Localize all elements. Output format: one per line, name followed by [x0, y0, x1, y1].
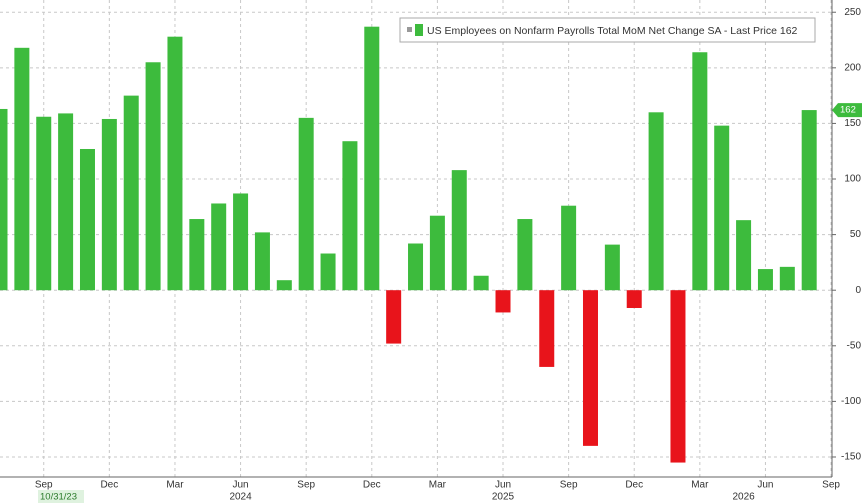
last-price-label: 162	[840, 105, 856, 116]
bar	[429, 215, 445, 291]
bar	[276, 280, 292, 291]
bar	[779, 266, 795, 291]
bar	[123, 95, 139, 291]
bar	[189, 219, 205, 291]
bar	[101, 118, 117, 291]
bar	[757, 269, 773, 291]
y-tick-label: -50	[847, 340, 862, 351]
x-tick-label: Mar	[429, 480, 447, 491]
bar	[648, 112, 664, 291]
bars	[0, 26, 817, 463]
x-tick-label: Jun	[233, 480, 249, 491]
bar	[0, 108, 8, 291]
bar	[692, 52, 708, 291]
legend: US Employees on Nonfarm Payrolls Total M…	[399, 17, 816, 43]
x-tick-label: Dec	[363, 480, 381, 491]
x-tick-label: Jun	[757, 480, 773, 491]
x-year-label: 2026	[732, 492, 755, 503]
bar	[451, 170, 467, 291]
x-year-label: 2024	[229, 492, 252, 503]
bar	[233, 193, 249, 291]
y-tick-label: -100	[841, 396, 861, 407]
x-tick-label: Sep	[35, 480, 53, 491]
x-tick-label: Jun	[495, 480, 511, 491]
bar	[495, 290, 511, 313]
bar	[36, 116, 52, 291]
y-tick-label: 100	[844, 174, 861, 185]
bar	[714, 125, 730, 291]
legend-toggle	[407, 27, 412, 32]
bar	[167, 36, 183, 291]
y-tick-label: 200	[844, 62, 861, 73]
x-year-label: 2025	[492, 492, 515, 503]
y-tick-label: 50	[850, 229, 862, 240]
x-tick-label: Sep	[560, 480, 578, 491]
x-tick-label: Sep	[822, 480, 840, 491]
bar	[58, 113, 74, 291]
x-tick-label: Mar	[691, 480, 709, 491]
bar	[211, 203, 227, 291]
bar	[582, 290, 598, 446]
bar	[79, 148, 95, 291]
bar	[14, 47, 30, 291]
x-tick-label: Dec	[625, 480, 643, 491]
bar	[517, 219, 533, 291]
y-tick-label: -150	[841, 452, 861, 463]
last-price-box	[832, 103, 862, 118]
y-tick-label: 0	[855, 285, 861, 296]
bar	[386, 290, 402, 344]
bar	[473, 275, 489, 291]
bar	[539, 290, 555, 367]
bar	[342, 141, 358, 291]
bar	[604, 244, 620, 291]
y-tick-label: 250	[844, 7, 861, 18]
x-tick-label: Mar	[166, 480, 184, 491]
x-tick-label: Dec	[100, 480, 118, 491]
bar	[670, 290, 686, 463]
start-date: 10/31/23	[40, 492, 77, 503]
y-tick-label: 150	[844, 118, 861, 129]
bar	[561, 205, 577, 291]
bar	[298, 117, 314, 291]
legend-text: US Employees on Nonfarm Payrolls Total M…	[427, 25, 798, 37]
bar	[320, 253, 336, 291]
legend-box	[399, 17, 816, 43]
date-box	[38, 490, 84, 503]
bar	[254, 232, 270, 291]
bar	[736, 220, 752, 291]
bar	[408, 243, 424, 291]
legend-swatch	[415, 24, 423, 36]
bar	[145, 62, 161, 291]
x-tick-label: Sep	[297, 480, 315, 491]
bar	[626, 290, 642, 308]
bar	[364, 26, 380, 291]
bar	[801, 110, 817, 291]
